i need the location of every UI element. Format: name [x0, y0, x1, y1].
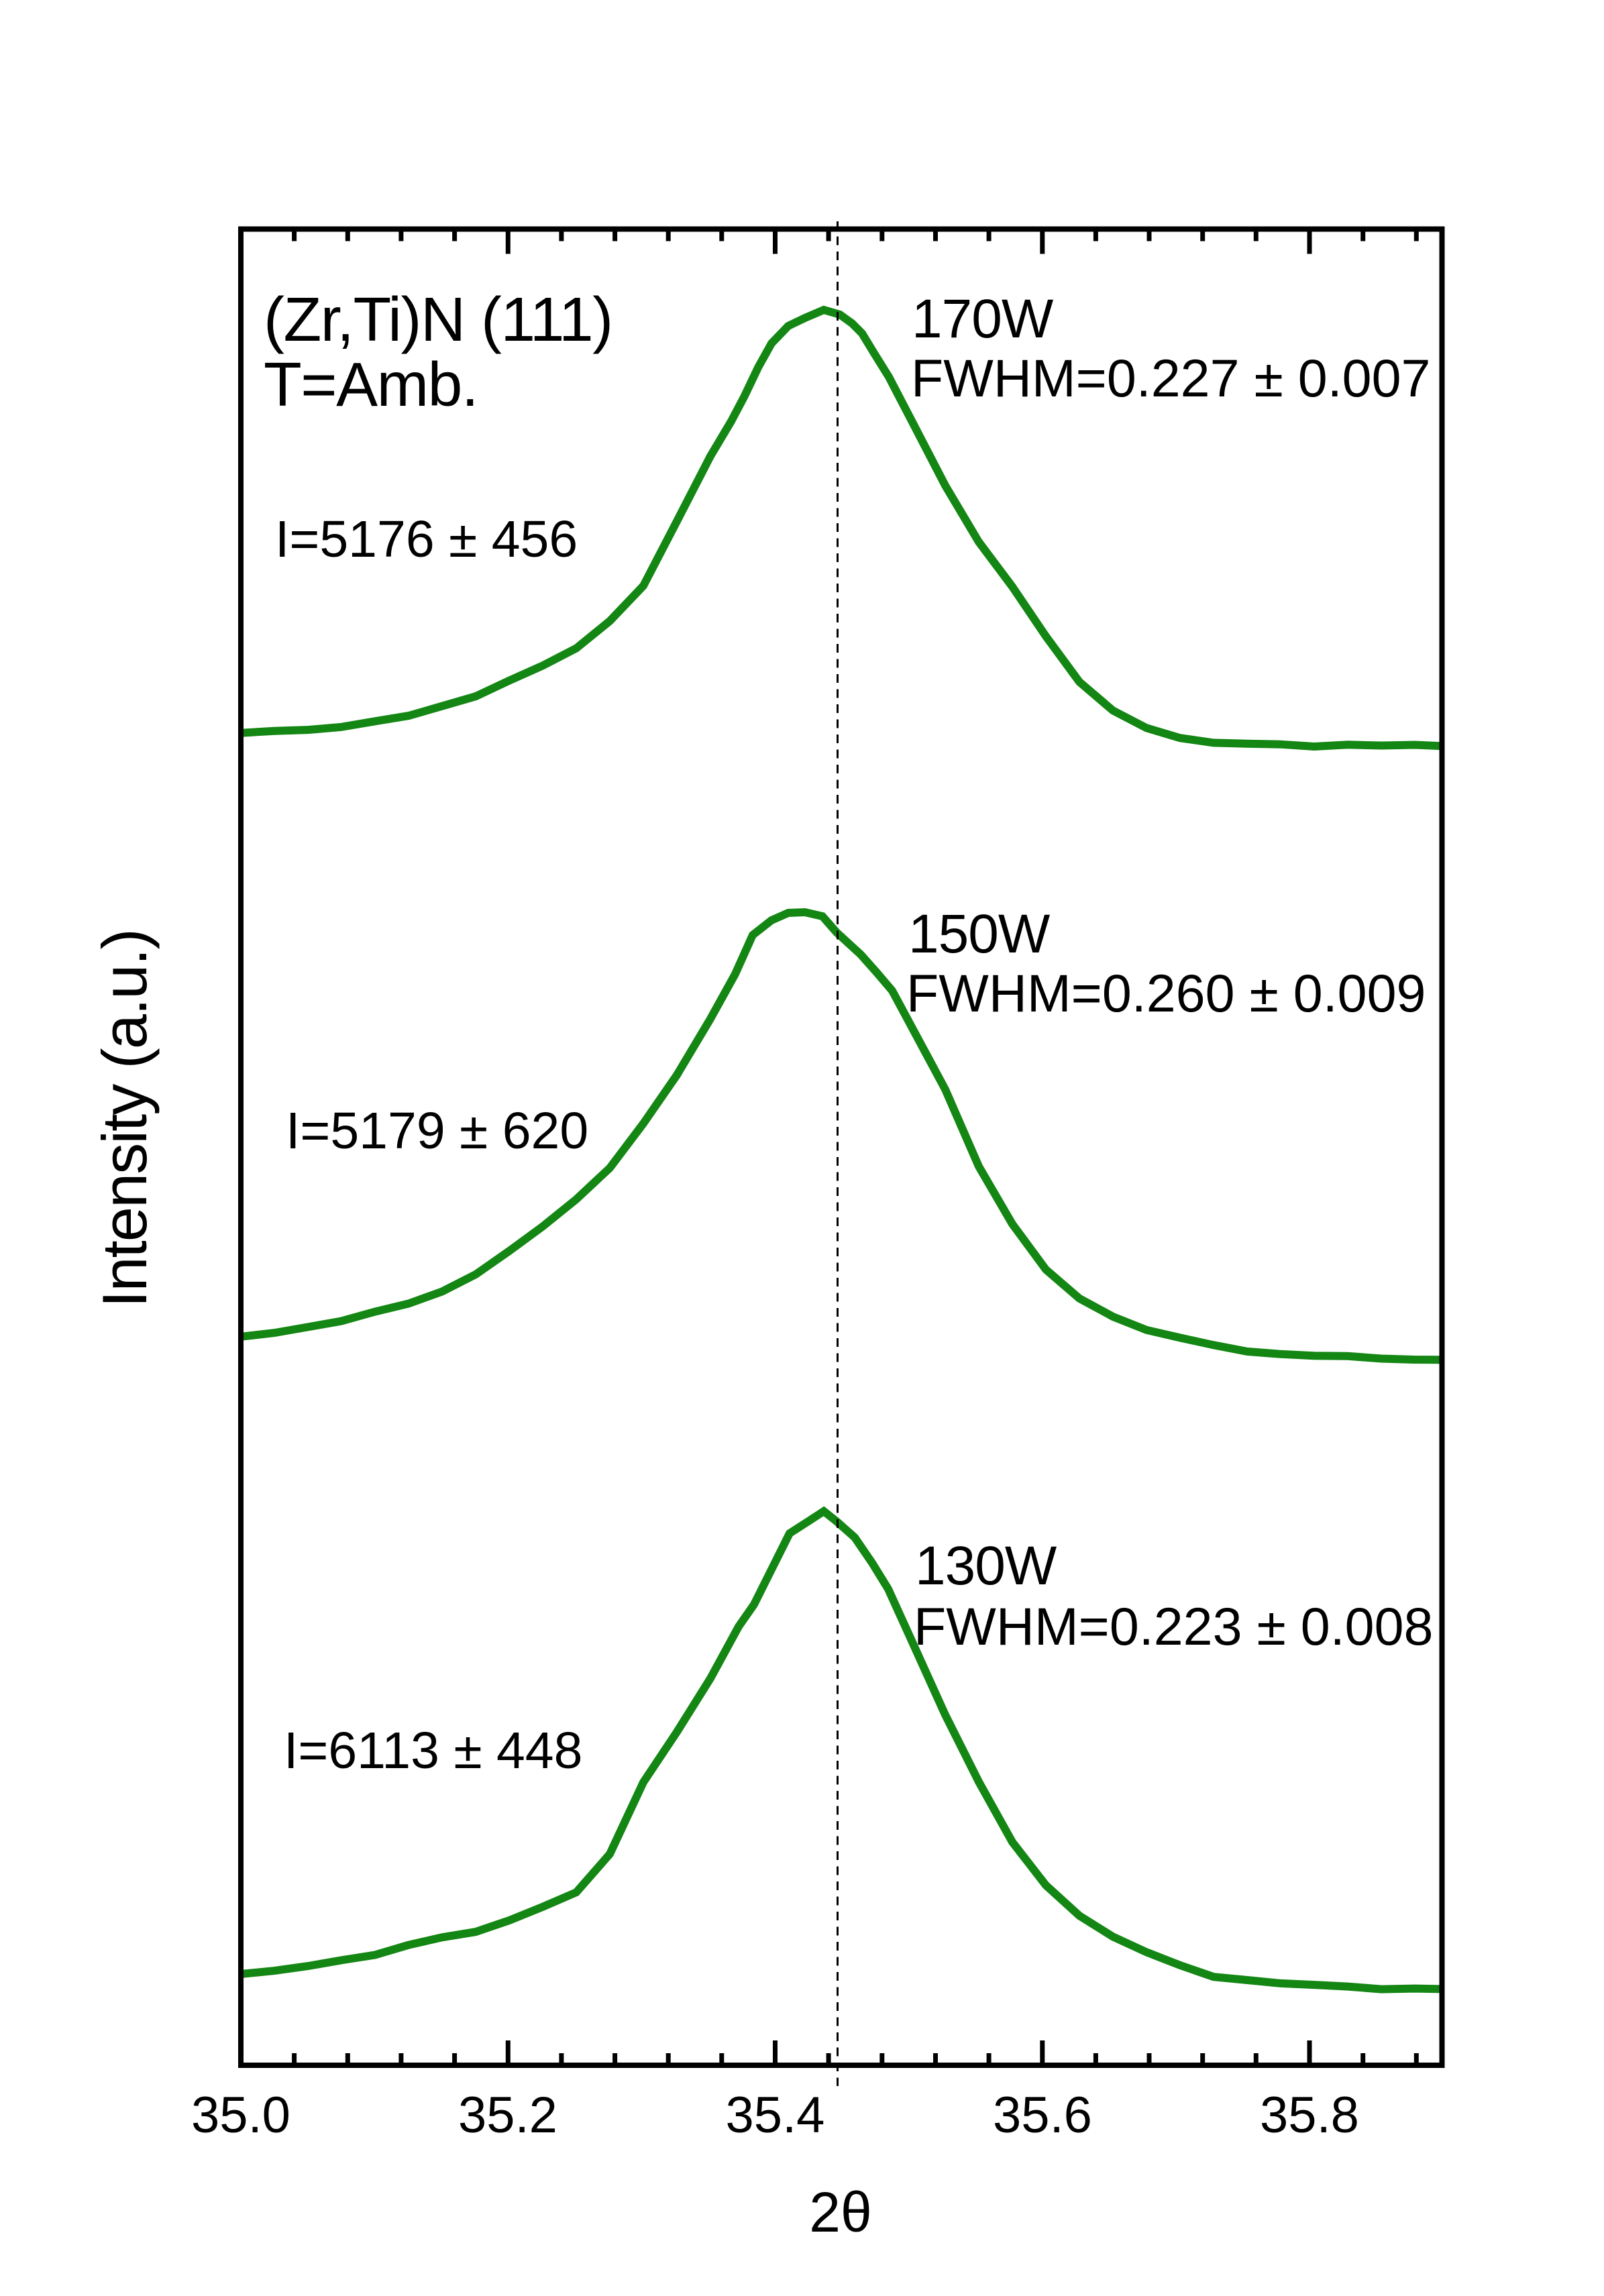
svg-text:Intensity (a.u.): Intensity (a.u.) — [89, 930, 160, 1308]
svg-text:T=Amb.: T=Amb. — [264, 349, 478, 419]
svg-text:FWHM=0.227 ± 0.007: FWHM=0.227 ± 0.007 — [911, 348, 1430, 408]
svg-text:35.6: 35.6 — [993, 2087, 1092, 2144]
svg-text:I=5176 ± 456: I=5176 ± 456 — [275, 510, 578, 568]
svg-text:35.2: 35.2 — [458, 2087, 557, 2144]
svg-text:150W: 150W — [908, 904, 1051, 965]
svg-text:2θ: 2θ — [809, 2181, 871, 2244]
svg-text:FWHM=0.260 ± 0.009: FWHM=0.260 ± 0.009 — [906, 963, 1426, 1023]
svg-text:35.0: 35.0 — [191, 2087, 290, 2144]
svg-text:35.8: 35.8 — [1260, 2087, 1359, 2144]
svg-text:FWHM=0.223 ± 0.008: FWHM=0.223 ± 0.008 — [914, 1596, 1433, 1656]
svg-text:170W: 170W — [912, 288, 1054, 349]
svg-text:130W: 130W — [915, 1535, 1057, 1596]
svg-text:35.4: 35.4 — [726, 2087, 825, 2144]
svg-text:(Zr,Ti)N (111): (Zr,Ti)N (111) — [264, 284, 612, 354]
svg-text:I=6113 ± 448: I=6113 ± 448 — [284, 1722, 582, 1780]
svg-text:I=5179 ± 620: I=5179 ± 620 — [286, 1102, 588, 1160]
